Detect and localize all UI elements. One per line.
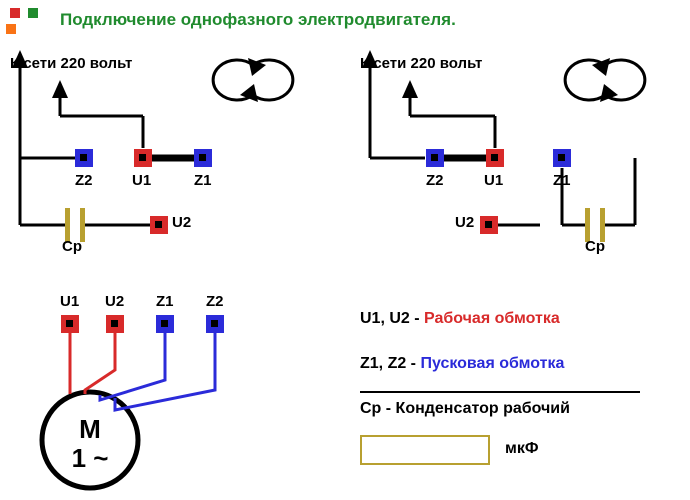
mkf-input-box [360,435,490,465]
page-title: Подключение однофазного электродвигателя… [60,10,456,30]
logo-square-3 [28,8,38,18]
legend-z: Z1, Z2 - Пусковая обмотка [360,355,564,373]
legend-c: Cр - Конденсатор рабочий [360,400,570,418]
motor-terminal-u2 [106,315,124,333]
terminal-z1-left [194,149,212,167]
motor-terminal-z2 [206,315,224,333]
label-cp-right: Cр [585,238,605,255]
label-cp-left: Cр [62,238,82,255]
label-u2-left: U2 [172,214,191,231]
label-z1-left: Z1 [194,172,212,189]
logo-square-2 [6,24,16,34]
motor-label-z2: Z2 [206,293,224,310]
terminal-z2-left [75,149,93,167]
label-z2-right: Z2 [426,172,444,189]
terminal-u2-left [150,216,168,234]
label-z2-left: Z2 [75,172,93,189]
motor-label-u1: U1 [60,293,79,310]
motor-label-z1: Z1 [156,293,174,310]
terminal-u1-left [134,149,152,167]
label-z1-right: Z1 [553,172,571,189]
logo-square-1 [10,8,20,18]
motor-symbol: M1 ~ [50,415,130,472]
label-u1-right: U1 [484,172,503,189]
motor-terminal-z1 [156,315,174,333]
label-u1-left: U1 [132,172,151,189]
motor-terminal-u1 [61,315,79,333]
power-label-right: К сети 220 вольт [360,55,482,72]
legend-u: U1, U2 - Рабочая обмотка [360,310,560,328]
terminal-u1-right [486,149,504,167]
legend-mkf: мкФ [505,440,539,458]
power-label-left: К сети 220 вольт [10,55,132,72]
terminal-z2-right [426,149,444,167]
terminal-z1-right [553,149,571,167]
motor-label-u2: U2 [105,293,124,310]
label-u2-right: U2 [455,214,474,231]
terminal-u2-right [480,216,498,234]
